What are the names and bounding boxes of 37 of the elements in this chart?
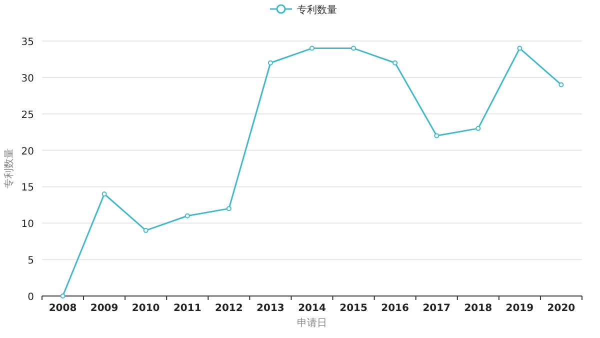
x-tick-label: 2008 <box>48 303 77 314</box>
point <box>60 294 66 298</box>
x-tick-label: 2013 <box>256 303 284 314</box>
x-tick-label: 2019 <box>506 303 534 314</box>
x-axis-title: 申请日 <box>297 317 327 329</box>
legend-label: 专利数量 <box>297 4 337 16</box>
x-tick-label: 2017 <box>422 303 451 314</box>
point <box>351 46 356 51</box>
x-tick-label: 2009 <box>90 303 118 314</box>
point <box>558 82 564 88</box>
y-tick-label: 35 <box>21 37 34 48</box>
y-axis-title: 专利数量 <box>3 148 15 188</box>
x-tick-label: 2012 <box>215 303 243 314</box>
x-tick-label: 2011 <box>173 303 202 314</box>
point <box>434 133 440 138</box>
y-tick-label: 25 <box>21 110 34 121</box>
point <box>226 206 232 212</box>
point <box>102 192 107 196</box>
point <box>517 46 522 51</box>
x-tick-label: 2010 <box>132 303 160 314</box>
y-tick-label: 10 <box>21 219 34 230</box>
y-tick-label: 5 <box>28 256 34 267</box>
point <box>476 126 481 131</box>
point <box>184 213 190 218</box>
y-tick-label: 15 <box>21 182 34 194</box>
y-tick-label: 0 <box>28 292 34 303</box>
point <box>268 60 273 66</box>
point <box>392 60 398 66</box>
x-tick-label: 2020 <box>547 303 576 314</box>
y-tick-label: 30 <box>21 73 34 84</box>
x-tick-label: 2015 <box>340 303 368 314</box>
x-tick-label: 2016 <box>381 303 410 314</box>
point <box>310 46 314 51</box>
x-tick-label: 2018 <box>464 303 492 314</box>
point <box>143 228 148 233</box>
x-tick-label: 2014 <box>298 303 326 314</box>
y-tick-label: 20 <box>21 146 34 158</box>
